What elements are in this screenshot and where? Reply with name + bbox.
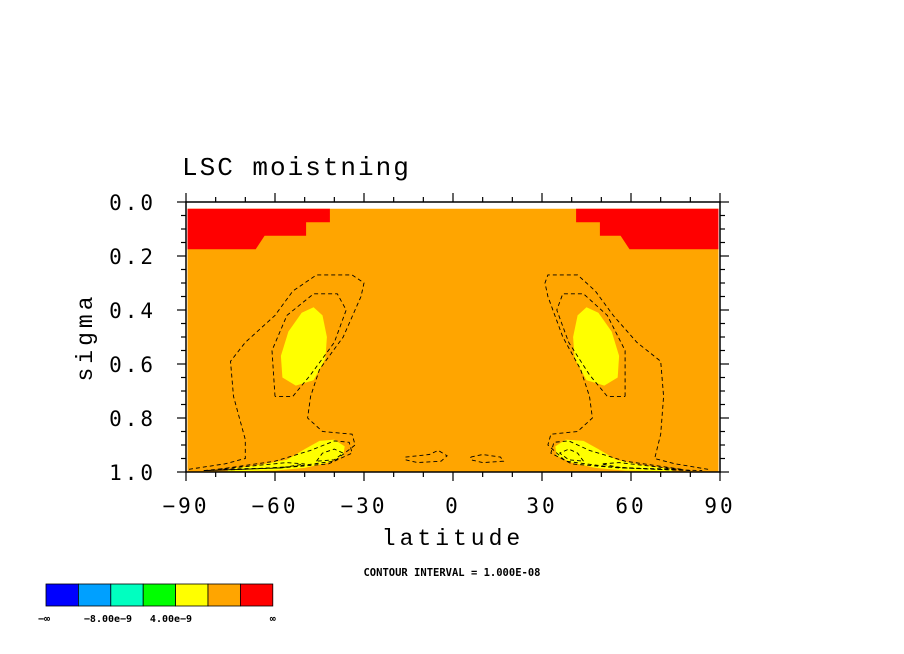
region-top-right-red	[576, 208, 719, 250]
right-mid-contour	[556, 293, 626, 397]
x-tick-labels: −90 −60 −30 0 30 60 90	[163, 494, 735, 518]
colorbar-swatch	[239, 583, 274, 607]
colorbar	[45, 583, 274, 607]
left-mid-contour	[271, 293, 347, 397]
right-base-contour-1	[550, 440, 682, 470]
x-tick-label: −90	[163, 494, 210, 518]
colorbar-swatch	[78, 583, 112, 607]
y-tick-label: 0.2	[109, 245, 156, 269]
colorbar-swatch	[110, 583, 144, 607]
colorbar-swatch	[207, 583, 241, 607]
left-base-contour-2	[316, 448, 345, 462]
filled-regions	[187, 208, 719, 472]
colorbar-label: ∞	[270, 614, 276, 625]
x-tick-label: 90	[704, 494, 735, 518]
region-left-upper-yellow	[280, 307, 327, 386]
y-axis-label: sigma	[73, 292, 99, 381]
x-tick-label: −30	[341, 494, 388, 518]
right-outer-contour	[544, 274, 709, 472]
left-base-contour-3	[203, 462, 305, 472]
colorbar-label: −∞	[38, 614, 50, 625]
region-top-left-red	[187, 208, 330, 250]
y-tick-labels: 0.0 0.2 0.4 0.6 0.8 1.0	[109, 191, 156, 485]
left-outer-contour	[188, 274, 365, 472]
region-right-upper-yellow	[573, 307, 620, 386]
y-tick-label: 1.0	[109, 461, 156, 485]
y-tick-label: 0.0	[109, 191, 156, 215]
right-base-contour-2	[558, 448, 584, 462]
colorbar-label: −8.00e−9	[84, 614, 132, 625]
x-tick-label: 0	[445, 494, 461, 518]
x-tick-label: 30	[526, 494, 557, 518]
colorbar-swatch	[175, 583, 209, 607]
y-tick-label: 0.4	[109, 299, 156, 323]
colorbar-labels: −∞ −8.00e−9 4.00e−9 ∞	[38, 614, 276, 625]
center-left-contour	[405, 449, 448, 464]
x-tick-label: −60	[252, 494, 299, 518]
right-base-contour-3	[601, 462, 691, 472]
axis-ticks	[177, 193, 729, 481]
center-right-contour	[470, 454, 505, 464]
x-tick-label: 60	[615, 494, 646, 518]
colorbar-swatch	[142, 583, 176, 607]
colorbar-label: 4.00e−9	[150, 614, 192, 625]
left-base-contour-1	[218, 440, 353, 470]
contour-interval-note: CONTOUR INTERVAL = 1.000E-08	[363, 567, 540, 579]
colorbar-swatch	[45, 583, 79, 607]
y-tick-label: 0.6	[109, 353, 156, 377]
contour-lines	[188, 274, 709, 472]
y-tick-label: 0.8	[109, 407, 156, 431]
x-axis-label: latitude	[382, 526, 524, 552]
chart-title: LSC moistning	[182, 153, 411, 183]
